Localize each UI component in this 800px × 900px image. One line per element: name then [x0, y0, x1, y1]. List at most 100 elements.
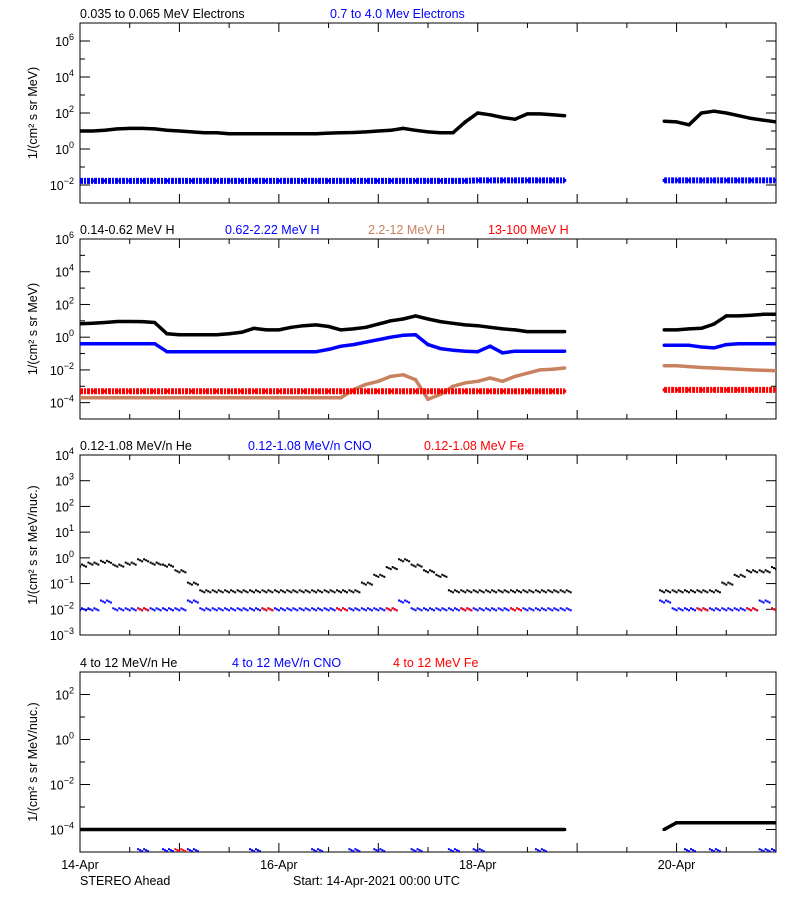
data-point — [339, 131, 343, 135]
data-point — [259, 591, 261, 594]
data-point — [449, 849, 452, 852]
data-point — [662, 178, 666, 182]
y-axis-label: 1/(cm² s sr MeV) — [26, 67, 40, 159]
data-point — [402, 560, 405, 563]
data-point — [737, 367, 741, 371]
data-point — [364, 583, 367, 586]
data-point — [451, 131, 455, 135]
data-point — [230, 589, 233, 592]
y-tick-label: 102 — [55, 295, 74, 312]
data-point — [325, 608, 328, 611]
data-point — [103, 828, 107, 831]
data-point — [228, 591, 231, 594]
data-point — [401, 389, 405, 393]
data-point — [340, 591, 342, 594]
data-point — [716, 590, 719, 593]
data-point — [132, 562, 135, 565]
data-point — [251, 849, 253, 852]
data-point — [449, 590, 452, 593]
data-point — [190, 333, 194, 337]
data-point — [304, 607, 307, 610]
data-point — [122, 609, 125, 612]
series-line — [664, 363, 776, 373]
data-point — [327, 179, 331, 183]
data-point — [438, 389, 442, 393]
data-point — [165, 389, 169, 393]
data-point — [758, 569, 761, 572]
data-point — [139, 608, 142, 611]
data-point — [289, 350, 293, 354]
data-point — [221, 609, 224, 612]
data-point — [251, 608, 253, 611]
data-point — [373, 848, 376, 851]
data-point — [561, 590, 564, 593]
data-point — [368, 582, 371, 585]
data-point — [366, 607, 369, 610]
data-point — [89, 608, 92, 611]
data-point — [513, 117, 517, 121]
data-point — [567, 608, 570, 611]
data-point — [149, 561, 152, 564]
data-point — [329, 607, 332, 610]
series-line — [80, 314, 565, 337]
data-point — [762, 571, 765, 574]
data-point — [463, 381, 467, 385]
legend-label: 0.035 to 0.065 MeV Electrons — [80, 7, 245, 21]
data-point — [712, 346, 716, 350]
data-point — [513, 178, 517, 182]
data-point — [339, 396, 343, 400]
data-point — [165, 128, 169, 132]
data-point — [202, 396, 206, 400]
data-point — [314, 396, 318, 400]
data-point — [781, 609, 783, 611]
data-point — [344, 590, 346, 593]
data-point — [257, 590, 259, 593]
data-point — [534, 848, 537, 851]
data-point — [273, 607, 276, 610]
data-point — [379, 573, 382, 576]
data-point — [80, 609, 81, 612]
data-point — [723, 608, 726, 611]
data-point — [694, 591, 696, 594]
data-point — [774, 312, 776, 316]
series-line — [664, 312, 776, 332]
y-tick-label: 102 — [55, 497, 74, 514]
data-point — [118, 607, 121, 610]
data-point — [449, 608, 452, 611]
data-point — [729, 582, 732, 585]
data-point — [157, 608, 160, 611]
data-point — [215, 591, 218, 594]
data-point — [779, 608, 781, 610]
data-point — [549, 608, 552, 611]
data-point — [779, 608, 781, 610]
data-point — [462, 608, 465, 611]
data-point — [451, 389, 455, 393]
data-point — [737, 314, 741, 318]
data-point — [190, 583, 193, 586]
data-point — [240, 179, 244, 183]
data-point — [264, 396, 268, 400]
x-tick-label: 20-Apr — [658, 858, 696, 872]
data-point — [550, 178, 554, 182]
y-tick-label: 10−4 — [50, 394, 74, 411]
data-point — [718, 609, 721, 612]
data-point — [348, 607, 351, 610]
data-point — [675, 609, 678, 612]
data-point — [236, 589, 239, 592]
data-point — [756, 609, 759, 612]
data-point — [128, 342, 132, 346]
legend-label: 0.12-1.08 MeV/n He — [80, 439, 192, 453]
data-point — [346, 609, 348, 612]
data-point — [402, 601, 405, 604]
data-point — [103, 342, 107, 346]
data-point — [401, 373, 405, 377]
data-point — [410, 848, 413, 851]
data-point — [488, 376, 492, 380]
data-point — [172, 609, 174, 612]
data-point — [201, 608, 204, 611]
data-point — [549, 590, 552, 593]
data-point — [184, 850, 187, 852]
data-point — [681, 609, 684, 612]
data-point — [426, 179, 430, 183]
data-point — [687, 178, 691, 182]
